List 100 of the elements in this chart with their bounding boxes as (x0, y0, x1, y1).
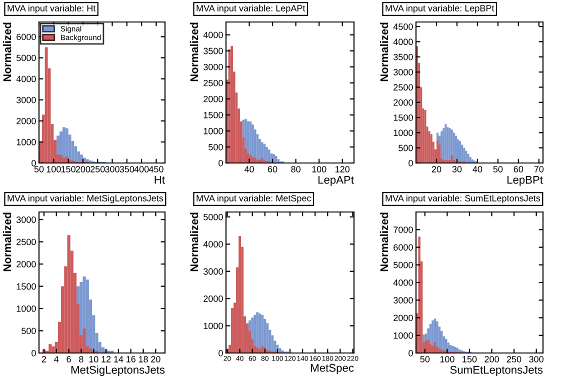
y-tick-label: 3500 (203, 48, 223, 54)
x-tick-label: 30 (452, 166, 462, 172)
x-tick-label: 450 (148, 166, 164, 172)
y-tick-label: 1500 (16, 283, 36, 290)
x-tick-label: 100 (312, 166, 326, 172)
y-tick-label: 2000 (204, 96, 223, 102)
x-axis-title: SumEtLeptonsJets (450, 366, 543, 376)
x-tick-label: 300 (105, 166, 120, 172)
y-tick-label: 2500 (204, 80, 223, 86)
x-tick-label: 80 (291, 166, 300, 172)
x-tick-label: 300 (529, 356, 544, 362)
y-tick-label: 0 (408, 350, 413, 356)
x-tick-label: 120 (336, 166, 350, 172)
y-tick-label: 0 (32, 160, 36, 166)
x-tick-label: 350 (120, 166, 134, 172)
y-tick-label: 3000 (203, 64, 223, 70)
y-tick-label: 5000 (394, 262, 413, 268)
x-axis-title: MetSigLeptonsJets (71, 366, 165, 376)
x-tick-label: 50 (34, 166, 44, 172)
x-tick-label: 100 (440, 356, 454, 362)
y-tick-label: 4000 (203, 32, 223, 38)
chart-title: MVA input variable: LepBPt (386, 4, 494, 14)
x-tick-label: 10 (89, 356, 98, 362)
x-tick-label: 50 (420, 356, 430, 362)
y-axis-title: Normalized (3, 212, 12, 272)
x-tick-label: 200 (484, 356, 499, 362)
x-tick-label: 70 (534, 166, 544, 172)
x-tick-label: 2 (42, 356, 46, 362)
x-tick-label: 12 (102, 356, 111, 362)
x-tick-label: 60 (268, 166, 278, 172)
y-tick-label: 1000 (394, 130, 413, 136)
y-tick-label: 0 (218, 350, 223, 356)
y-tick-label: 5000 (16, 54, 36, 62)
y-tick-label: 500 (398, 144, 413, 152)
x-tick-label: 4 (54, 356, 59, 362)
y-tick-label: 1000 (204, 128, 223, 134)
x-tick-label: 250 (506, 356, 522, 362)
x-tick-label: 14 (114, 356, 124, 362)
y-tick-label: 1500 (204, 112, 223, 118)
y-tick-label: 3500 (393, 54, 413, 60)
y-tick-label: 3000 (16, 216, 36, 223)
x-tick-label: 40 (472, 166, 482, 172)
y-tick-label: 7000 (394, 226, 413, 233)
x-tick-label: 150 (61, 166, 76, 172)
y-tick-label: 3000 (16, 96, 36, 104)
x-tick-label: 40 (244, 166, 254, 172)
y-tick-label: 2000 (394, 314, 413, 322)
x-tick-label: 18 (138, 356, 148, 362)
y-tick-label: 0 (32, 350, 36, 356)
y-tick-label: 1000 (16, 138, 36, 146)
x-tick-label: 16 (126, 356, 136, 362)
y-axis-title: Normalized (3, 22, 12, 82)
x-tick-label: 250 (90, 166, 105, 172)
y-tick-label: 4000 (393, 38, 413, 46)
x-tick-label: 100 (46, 166, 61, 172)
y-tick-label: 4000 (203, 241, 223, 248)
chart-title: MVA input variable: MetSigLeptonsJets (8, 194, 164, 204)
x-tick-label: 20 (432, 166, 442, 172)
chart-title: MVA input variable: Ht (8, 4, 96, 14)
x-tick-label: 400 (134, 166, 149, 172)
x-tick-label: 8 (79, 356, 84, 362)
y-tick-label: 1000 (16, 305, 36, 312)
x-axis-title: LepAPt (318, 176, 354, 186)
y-tick-label: 1000 (394, 332, 413, 339)
y-axis-title: Normalized (380, 212, 388, 272)
x-tick-label: 200 (76, 166, 90, 172)
x-axis-title: LepBPt (507, 176, 543, 186)
y-tick-label: 2500 (394, 84, 413, 91)
y-tick-label: 6000 (394, 244, 413, 251)
x-tick-label: 20 (151, 356, 160, 362)
y-tick-label: 500 (208, 144, 223, 150)
x-axis-title: Ht (154, 176, 165, 184)
x-tick-label: 60 (514, 166, 524, 172)
y-tick-label: 2000 (16, 118, 36, 124)
x-tick-label: 150 (462, 356, 477, 362)
x-tick-label: 50 (493, 166, 503, 172)
y-tick-label: 3000 (393, 297, 413, 304)
y-tick-label: 1500 (394, 114, 413, 121)
y-tick-label: 6000 (16, 34, 36, 40)
y-tick-label: 4500 (393, 24, 413, 30)
y-axis-title: Normalized (190, 212, 198, 272)
x-tick-label: 6 (66, 356, 71, 362)
y-tick-label: 2000 (394, 99, 413, 106)
y-tick-label: 1000 (204, 322, 223, 330)
y-tick-label: 4000 (393, 279, 413, 286)
y-tick-label: 500 (22, 328, 36, 334)
y-tick-label: 2000 (204, 296, 223, 302)
y-tick-label: 2000 (16, 261, 36, 268)
y-tick-label: 3000 (393, 69, 413, 76)
y-axis-title: Normalized (190, 22, 198, 82)
chart-title: MVA input variable: SumEtLeptonsJets (386, 194, 540, 204)
y-tick-label: 4000 (16, 76, 36, 82)
y-axis-title: Normalized (380, 22, 388, 82)
x-axis-title: MetSpec (311, 364, 354, 374)
y-tick-label: 5000 (204, 214, 223, 220)
chart-title: MVA input variable: MetSpec (196, 194, 312, 204)
y-tick-label: 0 (218, 160, 223, 166)
y-tick-label: 3000 (203, 268, 223, 275)
chart-title: MVA input variable: LepAPt (196, 4, 306, 14)
y-tick-label: 2500 (16, 238, 36, 246)
